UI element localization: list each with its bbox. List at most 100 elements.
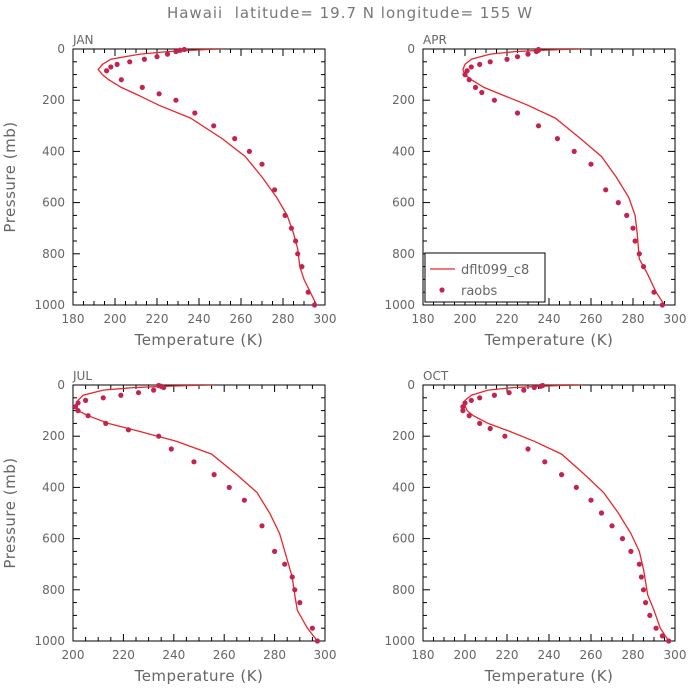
y-tick-label: 800	[42, 583, 65, 597]
x-tick-label: 280	[622, 312, 645, 326]
data-point-raobs	[232, 136, 238, 142]
y-tick-label: 1000	[34, 298, 65, 312]
data-point-raobs	[609, 523, 615, 529]
x-axis-label: Temperature (K)	[484, 667, 614, 685]
data-point-raobs	[259, 161, 265, 167]
panel-label: JUL	[72, 369, 92, 383]
data-point-raobs	[460, 408, 466, 414]
data-point-raobs	[168, 446, 174, 452]
data-point-raobs	[554, 136, 561, 142]
data-point-raobs	[462, 400, 468, 406]
y-tick-label: 800	[392, 583, 415, 597]
x-tick-label: 280	[622, 648, 645, 662]
series-line-dflt099_c8	[74, 385, 318, 641]
y-tick-label: 600	[392, 532, 415, 546]
data-point-raobs	[468, 64, 474, 70]
data-point-raobs	[241, 497, 247, 503]
series-line-dflt099_c8	[462, 49, 666, 305]
x-axis-label: Temperature (K)	[484, 331, 614, 349]
data-point-raobs	[603, 187, 609, 193]
data-point-raobs	[659, 633, 666, 639]
y-tick-label: 400	[42, 144, 65, 158]
data-point-raobs	[127, 59, 133, 65]
y-tick-label: 0	[57, 42, 65, 56]
data-point-raobs	[103, 420, 109, 426]
data-point-raobs	[191, 459, 197, 465]
data-point-raobs	[314, 638, 321, 644]
data-point-raobs	[272, 187, 278, 193]
data-point-raobs	[638, 574, 645, 580]
data-point-raobs	[462, 72, 468, 78]
data-point-raobs	[477, 61, 483, 67]
data-point-raobs	[630, 225, 636, 231]
x-tick-label: 260	[230, 312, 253, 326]
data-point-raobs	[542, 459, 548, 465]
data-point-raobs	[521, 387, 527, 393]
panel-jul: 200 220 240 260 280 300 0 200 400 600 800 1000 Tempe…	[1, 369, 336, 685]
data-point-raobs	[75, 408, 81, 414]
data-point-raobs	[114, 61, 120, 67]
data-point-raobs	[466, 77, 472, 83]
data-point-raobs	[282, 212, 288, 218]
data-point-raobs	[468, 397, 474, 403]
data-point-raobs	[164, 51, 171, 57]
data-point-raobs	[514, 54, 521, 60]
x-tick-label: 180	[412, 648, 435, 662]
data-point-raobs	[502, 433, 508, 439]
data-point-raobs	[173, 97, 179, 103]
data-point-raobs	[305, 289, 311, 295]
data-point-raobs	[647, 612, 653, 619]
y-tick-label: 200	[42, 93, 65, 107]
data-point-raobs	[272, 548, 278, 555]
data-point-raobs	[75, 400, 81, 406]
data-point-raobs	[640, 264, 647, 270]
data-point-raobs	[651, 289, 657, 295]
data-point-raobs	[293, 238, 299, 244]
data-point-raobs	[491, 97, 497, 103]
data-point-raobs	[156, 433, 162, 439]
data-point-raobs	[282, 561, 288, 567]
y-tick-label: 1000	[34, 634, 65, 648]
y-tick-label: 0	[407, 378, 415, 392]
panel-label: JAN	[72, 33, 94, 47]
legend-box	[424, 252, 546, 303]
data-point-raobs	[299, 264, 305, 270]
y-tick-label: 1000	[384, 298, 415, 312]
data-point-raobs	[246, 148, 252, 154]
data-point-raobs	[125, 427, 132, 433]
panel-oct: 180 200 220 240 260 280 300 0 200 400 600 800 1000 Te…	[384, 369, 686, 685]
figure-title: Hawaii latitude= 19.7 N longitude= 155 W	[166, 4, 534, 22]
data-point-raobs	[538, 383, 544, 389]
data-point-raobs	[619, 536, 626, 542]
data-point-raobs	[72, 404, 79, 410]
y-tick-label: 200	[392, 93, 415, 107]
data-point-raobs	[309, 625, 315, 631]
x-tick-label: 260	[580, 648, 603, 662]
data-point-raobs	[104, 68, 110, 74]
data-point-raobs	[173, 48, 179, 55]
x-tick-label: 220	[112, 648, 135, 662]
data-point-raobs	[533, 48, 540, 55]
x-tick-label: 240	[162, 648, 185, 662]
x-tick-label: 220	[146, 312, 169, 326]
data-point-raobs	[181, 46, 187, 53]
y-tick-label: 0	[57, 378, 65, 392]
data-point-raobs	[311, 302, 318, 308]
x-tick-label: 280	[272, 312, 295, 326]
x-tick-label: 300	[314, 312, 337, 326]
data-point-raobs	[83, 397, 89, 403]
data-point-raobs	[118, 77, 124, 83]
data-point-raobs	[292, 587, 298, 593]
y-tick-label: 200	[42, 429, 65, 443]
data-point-raobs	[154, 54, 160, 60]
data-point-raobs	[559, 472, 565, 478]
data-point-raobs	[211, 472, 217, 478]
data-point-raobs	[643, 600, 649, 606]
y-tick-label: 600	[392, 196, 415, 210]
data-point-raobs	[108, 64, 114, 70]
data-point-raobs	[525, 51, 531, 57]
data-point-raobs	[653, 625, 659, 631]
x-tick-label: 280	[263, 648, 286, 662]
data-point-raobs	[297, 600, 303, 606]
